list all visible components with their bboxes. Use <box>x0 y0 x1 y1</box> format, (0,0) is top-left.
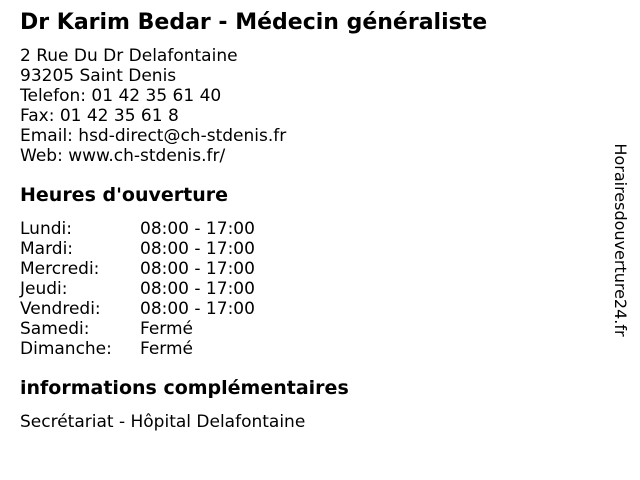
hours-row-wednesday: Mercredi: 08:00 - 17:00 <box>20 259 560 279</box>
hours-day-label: Vendredi: <box>20 299 101 320</box>
hours-day-label: Lundi: <box>20 219 72 240</box>
hours-row-saturday: Samedi: Fermé <box>20 319 560 339</box>
opening-hours-heading: Heures d'ouverture <box>20 184 228 207</box>
web-line[interactable]: Web: www.ch-stdenis.fr/ <box>20 146 226 167</box>
hours-time-value: 08:00 - 17:00 <box>140 219 255 240</box>
hours-day-label: Dimanche: <box>20 339 112 360</box>
hours-day-label: Mercredi: <box>20 259 100 280</box>
email-line[interactable]: Email: hsd-direct@ch-stdenis.fr <box>20 126 287 147</box>
watermark-vertical-text: Horairesdouverture24.fr <box>611 143 630 337</box>
contact-block: 2 Rue Du Dr Delafontaine 93205 Saint Den… <box>20 46 560 166</box>
hours-day-label: Jeudi: <box>20 279 68 300</box>
page-title: Dr Karim Bedar - Médecin généraliste <box>20 10 488 35</box>
phone-line: Telefon: 01 42 35 61 40 <box>20 86 222 107</box>
hours-day-label: Mardi: <box>20 239 74 260</box>
listing-page: Dr Karim Bedar - Médecin généraliste 2 R… <box>20 10 560 432</box>
extra-info-note: Secrétariat - Hôpital Delafontaine <box>20 411 306 432</box>
hours-time-value: Fermé <box>140 319 194 340</box>
hours-time-value: 08:00 - 17:00 <box>140 279 255 300</box>
fax-line: Fax: 01 42 35 61 8 <box>20 106 179 127</box>
hours-row-friday: Vendredi: 08:00 - 17:00 <box>20 299 560 319</box>
hours-row-thursday: Jeudi: 08:00 - 17:00 <box>20 279 560 299</box>
extra-info-heading: informations complémentaires <box>20 377 349 400</box>
address-city: 93205 Saint Denis <box>20 66 177 87</box>
hours-time-value: 08:00 - 17:00 <box>140 259 255 280</box>
address-street: 2 Rue Du Dr Delafontaine <box>20 46 238 67</box>
hours-time-value: 08:00 - 17:00 <box>140 299 255 320</box>
hours-row-sunday: Dimanche: Fermé <box>20 339 560 359</box>
hours-row-tuesday: Mardi: 08:00 - 17:00 <box>20 239 560 259</box>
hours-row-monday: Lundi: 08:00 - 17:00 <box>20 219 560 239</box>
hours-time-value: 08:00 - 17:00 <box>140 239 255 260</box>
hours-day-label: Samedi: <box>20 319 90 340</box>
opening-hours-table: Lundi: 08:00 - 17:00 Mardi: 08:00 - 17:0… <box>20 219 560 359</box>
hours-time-value: Fermé <box>140 339 194 360</box>
